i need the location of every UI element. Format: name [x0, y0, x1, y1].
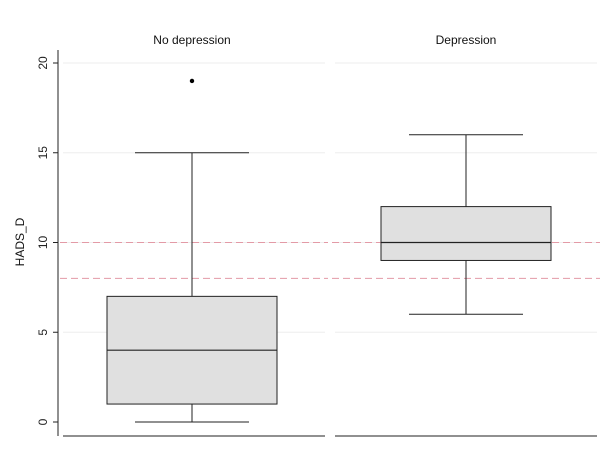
y-tick-label: 0 [36, 418, 50, 425]
panels: 0 5 10 15 20 No depression Depression [36, 33, 600, 437]
y-tick-label: 5 [36, 329, 50, 336]
outlier-point [189, 78, 195, 84]
panel-1: No depression [60, 33, 328, 437]
panel-2: Depression [332, 33, 600, 437]
y-axis-label: HADS_D [13, 217, 27, 266]
y-tick-label: 10 [36, 236, 50, 250]
y-tick-label: 15 [36, 146, 50, 160]
panel-title: Depression [436, 33, 497, 47]
panel-title: No depression [153, 33, 230, 47]
iqr-box [380, 206, 552, 261]
y-tick-label: 20 [36, 56, 50, 70]
